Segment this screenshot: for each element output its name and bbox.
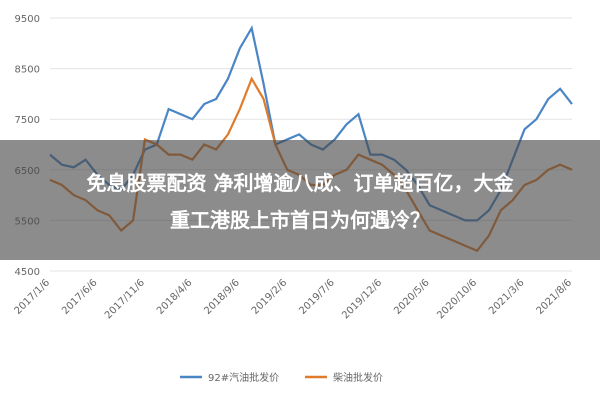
x-tick-label: 2018/4/6	[155, 277, 195, 317]
x-tick-label: 2020/5/6	[392, 277, 432, 317]
x-tick-label: 2019/12/6	[340, 277, 384, 321]
y-tick-label: 7500	[15, 115, 40, 126]
x-tick-label: 2017/1/6	[13, 277, 53, 317]
headline-band	[0, 140, 600, 260]
headline: 重工港股上市首日为何遇冷？	[170, 208, 430, 232]
y-tick-label: 8500	[15, 65, 40, 76]
y-tick-label: 9500	[15, 14, 40, 25]
x-tick-label: 2021/8/6	[535, 277, 575, 317]
x-tick-label: 2019/2/6	[250, 277, 290, 317]
legend-label: 92#汽油批发价	[208, 371, 279, 384]
x-tick-label: 2017/6/6	[60, 277, 100, 317]
legend-label: 柴油批发价	[333, 371, 383, 384]
x-tick-label: 2021/3/6	[487, 277, 527, 317]
x-tick-label: 2020/10/6	[435, 277, 479, 321]
headline: 免息股票配资 净利增逾八成、订单超百亿，大金	[87, 171, 515, 195]
y-tick-label: 4500	[15, 267, 40, 278]
x-tick-label: 2017/11/6	[103, 277, 147, 321]
x-tick-label: 2019/7/6	[297, 277, 337, 317]
x-tick-label: 2018/9/6	[202, 277, 242, 317]
